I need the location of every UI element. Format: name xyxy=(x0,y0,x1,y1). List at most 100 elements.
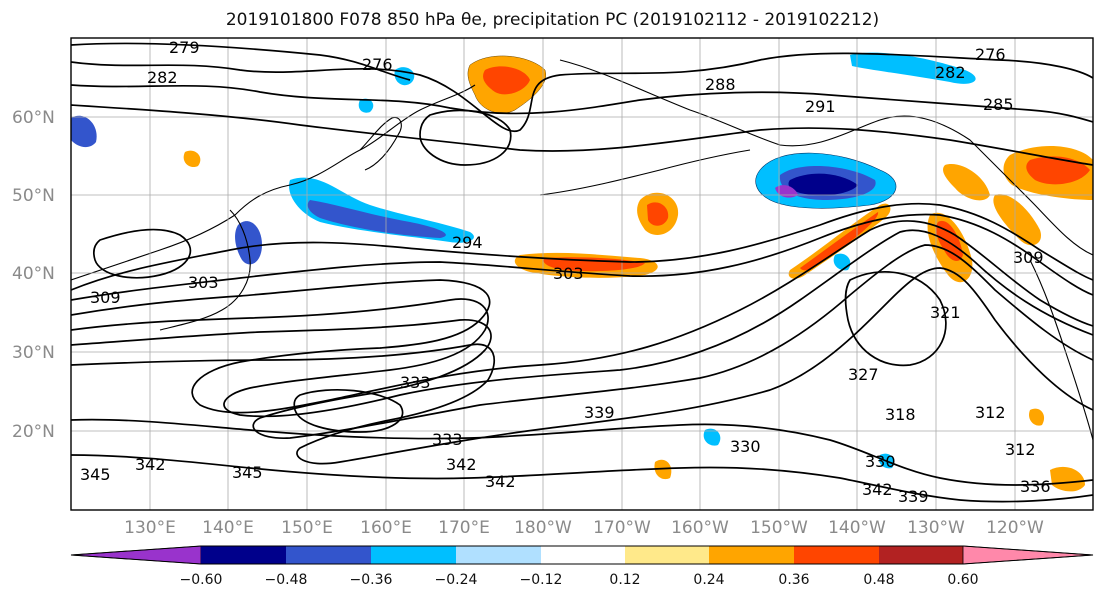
lat-label-30n: 30°N xyxy=(12,343,55,363)
lat-label-50n: 50°N xyxy=(12,186,55,206)
colorbar-tick-m060: −0.60 xyxy=(180,572,223,588)
contour-label-339-east: 339 xyxy=(898,487,929,506)
contour-jet-1 xyxy=(71,202,1093,291)
figure-title: 2019101800 F078 850 hPa θe, precipitatio… xyxy=(225,10,880,30)
colorbar: −0.60 −0.48 −0.36 −0.24 −0.12 0.12 0.24 … xyxy=(70,545,1094,588)
coast-kamchatka xyxy=(359,116,402,171)
colorbar-swatch-5 xyxy=(541,546,625,564)
contour-label-327: 327 xyxy=(848,365,879,384)
contour-label-312: 312 xyxy=(975,403,1006,422)
shaded-precip-fields xyxy=(71,52,1093,492)
neg-band-kuril-core xyxy=(307,200,446,238)
neg-blob-japan xyxy=(235,221,262,265)
coast-japan xyxy=(159,209,251,331)
lon-label-120w: 120°W xyxy=(986,518,1044,538)
contour-label-333-south: 333 xyxy=(432,430,463,449)
neg-blob-gulf-deep xyxy=(788,173,858,196)
colorbar-swatch-3 xyxy=(371,546,456,564)
contour-label-282: 282 xyxy=(147,68,178,87)
contour-label-309-west: 309 xyxy=(90,288,121,307)
neg-blob-small1 xyxy=(358,98,374,113)
pos-blob-alaska-coast xyxy=(943,164,990,201)
lon-label-170e: 170°E xyxy=(438,518,490,538)
contour-label-291: 291 xyxy=(805,97,836,116)
map-border xyxy=(70,37,1094,511)
colorbar-outline xyxy=(70,545,1094,565)
contour-label-303: 303 xyxy=(553,264,584,283)
pos-blob-canada-core xyxy=(1026,156,1090,185)
colorbar-swatch-0 xyxy=(70,545,202,565)
contour-label-282-east: 282 xyxy=(935,63,966,82)
lat-label-60n: 60°N xyxy=(12,108,55,128)
pos-band-jet-exit-core xyxy=(800,212,879,271)
contour-label-321: 321 xyxy=(930,303,961,322)
contour-northern-3 xyxy=(71,84,1093,123)
contour-jet-2 xyxy=(71,213,1093,301)
contour-northern-2 xyxy=(71,52,1093,133)
colorbar-tick-024: 0.24 xyxy=(693,572,724,588)
contour-south-2 xyxy=(71,454,1093,503)
contour-jet-3 xyxy=(71,220,1093,414)
neg-blob-sub1 xyxy=(703,428,721,446)
colorbar-swatch-10 xyxy=(962,545,1094,565)
colorbar-tick-060: 0.60 xyxy=(947,572,978,588)
lon-label-170w: 170°W xyxy=(593,518,651,538)
pos-blob-sub3 xyxy=(1029,408,1045,426)
contour-label-276-east: 276 xyxy=(975,45,1006,64)
contour-label-318: 318 xyxy=(885,405,916,424)
contour-labels: 279 282 276 288 276 282 285 291 294 303 … xyxy=(80,38,1051,506)
contour-subtropic-loop xyxy=(293,388,404,433)
lat-label-40n: 40°N xyxy=(12,264,55,284)
gridlines xyxy=(71,38,1093,510)
contour-northern-4 xyxy=(71,104,1093,166)
colorbar-tick-m048: −0.48 xyxy=(265,572,308,588)
contour-label-345: 345 xyxy=(232,463,263,482)
pos-band-midpacific-core xyxy=(543,257,645,272)
lon-label-160e: 160°E xyxy=(360,518,412,538)
contour-label-330-east: 330 xyxy=(865,452,896,471)
contour-label-345-far-west: 345 xyxy=(80,465,111,484)
pos-blob-sub4 xyxy=(183,150,201,168)
contour-label-279: 279 xyxy=(169,38,200,57)
contour-label-339: 339 xyxy=(584,403,615,422)
contour-label-309: 309 xyxy=(1013,248,1044,267)
contour-label-336: 336 xyxy=(1020,477,1051,496)
contour-label-342-east: 342 xyxy=(862,480,893,499)
contour-bering-loop xyxy=(419,109,512,166)
colorbar-swatch-8 xyxy=(794,546,879,564)
lon-label-160w: 160°W xyxy=(671,518,729,538)
pos-blob-pnw-core xyxy=(936,220,963,262)
contour-label-288: 288 xyxy=(705,75,736,94)
contour-label-285: 285 xyxy=(983,95,1014,114)
colorbar-tick-m036: −0.36 xyxy=(350,572,393,588)
lon-label-140e: 140°E xyxy=(202,518,254,538)
lon-label-180w: 180°W xyxy=(514,518,572,538)
pos-blob-sub1 xyxy=(1050,466,1085,492)
colorbar-tick-036: 0.36 xyxy=(778,572,809,588)
longitude-axis-labels: 130°E 140°E 150°E 160°E 170°E 180°W 170°… xyxy=(124,518,1044,538)
pos-blob-bering-core xyxy=(483,66,530,95)
contour-label-303-west: 303 xyxy=(188,273,219,292)
contour-jet-5 xyxy=(71,244,1093,439)
neg-blob-gulf-violet xyxy=(775,185,798,198)
neg-blob-far-west xyxy=(71,115,97,148)
contour-south-1 xyxy=(71,418,1093,486)
contour-label-342-south: 342 xyxy=(485,472,516,491)
colorbar-tick-m024: −0.24 xyxy=(435,572,478,588)
contour-label-342-west: 342 xyxy=(135,455,166,474)
theta-e-contours xyxy=(71,42,1093,503)
lat-label-20n: 20°N xyxy=(12,422,55,442)
coastlines xyxy=(71,59,1093,441)
neg-blob-arctic-east xyxy=(850,52,976,84)
lon-label-150e: 150°E xyxy=(281,518,333,538)
colorbar-tick-048: 0.48 xyxy=(863,572,894,588)
coast-namerica xyxy=(1029,259,1093,441)
lon-label-130w: 130°W xyxy=(907,518,965,538)
colorbar-swatch-7 xyxy=(709,546,794,564)
colorbar-swatch-9 xyxy=(879,546,963,564)
colorbar-swatch-6 xyxy=(625,546,709,564)
contour-jet-6 xyxy=(71,267,1093,465)
colorbar-swatch-1 xyxy=(201,546,286,564)
contour-label-312-east: 312 xyxy=(1005,440,1036,459)
